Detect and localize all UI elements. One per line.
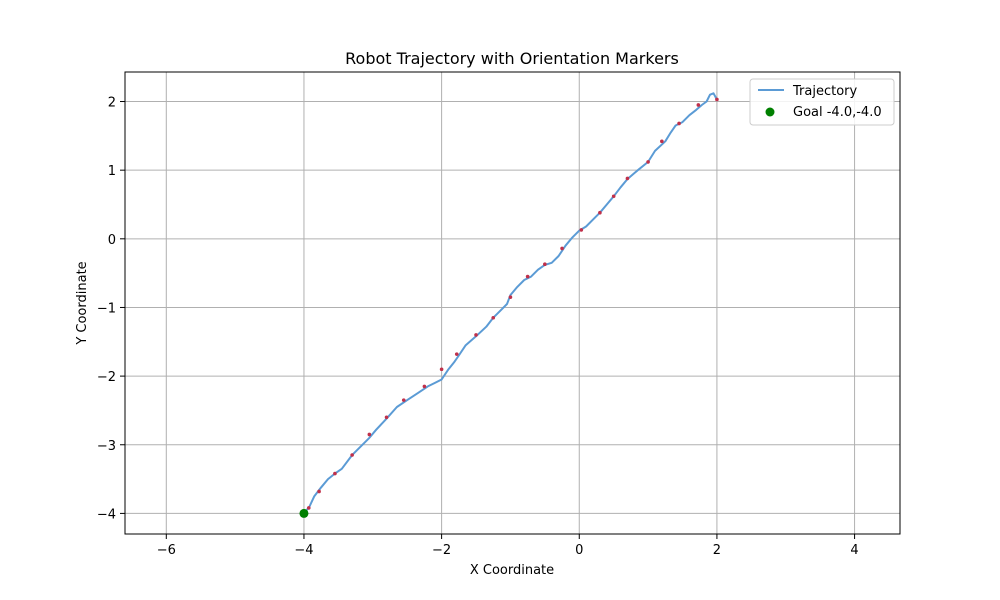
y-tick-label: −1	[97, 301, 116, 316]
y-tick-label: −3	[97, 439, 116, 454]
y-axis-label: Y Coordinate	[75, 261, 90, 345]
orientation-marker	[508, 295, 513, 299]
legend-goal-label: Goal -4.0,-4.0	[793, 105, 882, 120]
orientation-marker	[598, 210, 602, 215]
orientation-marker	[560, 246, 564, 251]
orientation-marker	[491, 315, 496, 320]
y-axis: −4 −3 −2 −1 0 1 2	[97, 96, 125, 522]
orientation-marker	[525, 274, 530, 279]
orientation-marker	[579, 228, 584, 232]
x-tick-label: 0	[575, 543, 583, 558]
orientation-marker	[333, 471, 337, 476]
orientation-marker	[677, 121, 681, 126]
legend: Trajectory Goal -4.0,-4.0	[749, 78, 895, 126]
orientation-marker	[646, 160, 650, 164]
legend-goal-swatch	[765, 107, 775, 117]
y-tick-label: 2	[108, 96, 116, 111]
legend-trajectory-label: Trajectory	[792, 84, 857, 99]
x-tick-label: −6	[157, 543, 176, 558]
x-tick-label: 2	[713, 543, 721, 558]
x-tick-label: −4	[294, 543, 313, 558]
legend-box	[749, 78, 895, 126]
orientation-marker	[696, 103, 701, 107]
orientation-marker	[350, 453, 354, 457]
orientation-marker	[367, 432, 372, 437]
y-tick-label: 1	[108, 164, 116, 179]
orientation-marker	[474, 333, 478, 337]
orientation-marker	[660, 139, 664, 144]
grid	[125, 72, 900, 534]
trajectory-line	[303, 92, 718, 515]
orientation-marker	[317, 489, 321, 494]
orientation-marker	[306, 506, 311, 510]
orientation-marker	[401, 398, 406, 402]
x-tick-label: 4	[850, 543, 858, 558]
orientation-marker	[611, 194, 616, 199]
orientation-marker	[543, 262, 547, 267]
chart-title: Robot Trajectory with Orientation Marker…	[345, 49, 679, 68]
x-axis: −6 −4 −2 0 2 4	[157, 534, 859, 558]
orientation-marker	[454, 352, 459, 356]
y-tick-label: 0	[108, 233, 116, 248]
axes-frame	[124, 71, 901, 535]
orientation-marker	[625, 176, 630, 181]
x-axis-label: X Coordinate	[470, 563, 554, 578]
plot-area	[299, 92, 719, 518]
goal-point	[299, 508, 309, 518]
y-tick-label: −2	[97, 370, 116, 385]
orientation-marker	[384, 415, 389, 420]
y-tick-label: −4	[97, 507, 116, 522]
x-tick-label: −2	[432, 543, 451, 558]
orientation-marker	[715, 97, 719, 102]
orientation-marker	[422, 384, 427, 389]
orientation-marker	[439, 367, 444, 372]
